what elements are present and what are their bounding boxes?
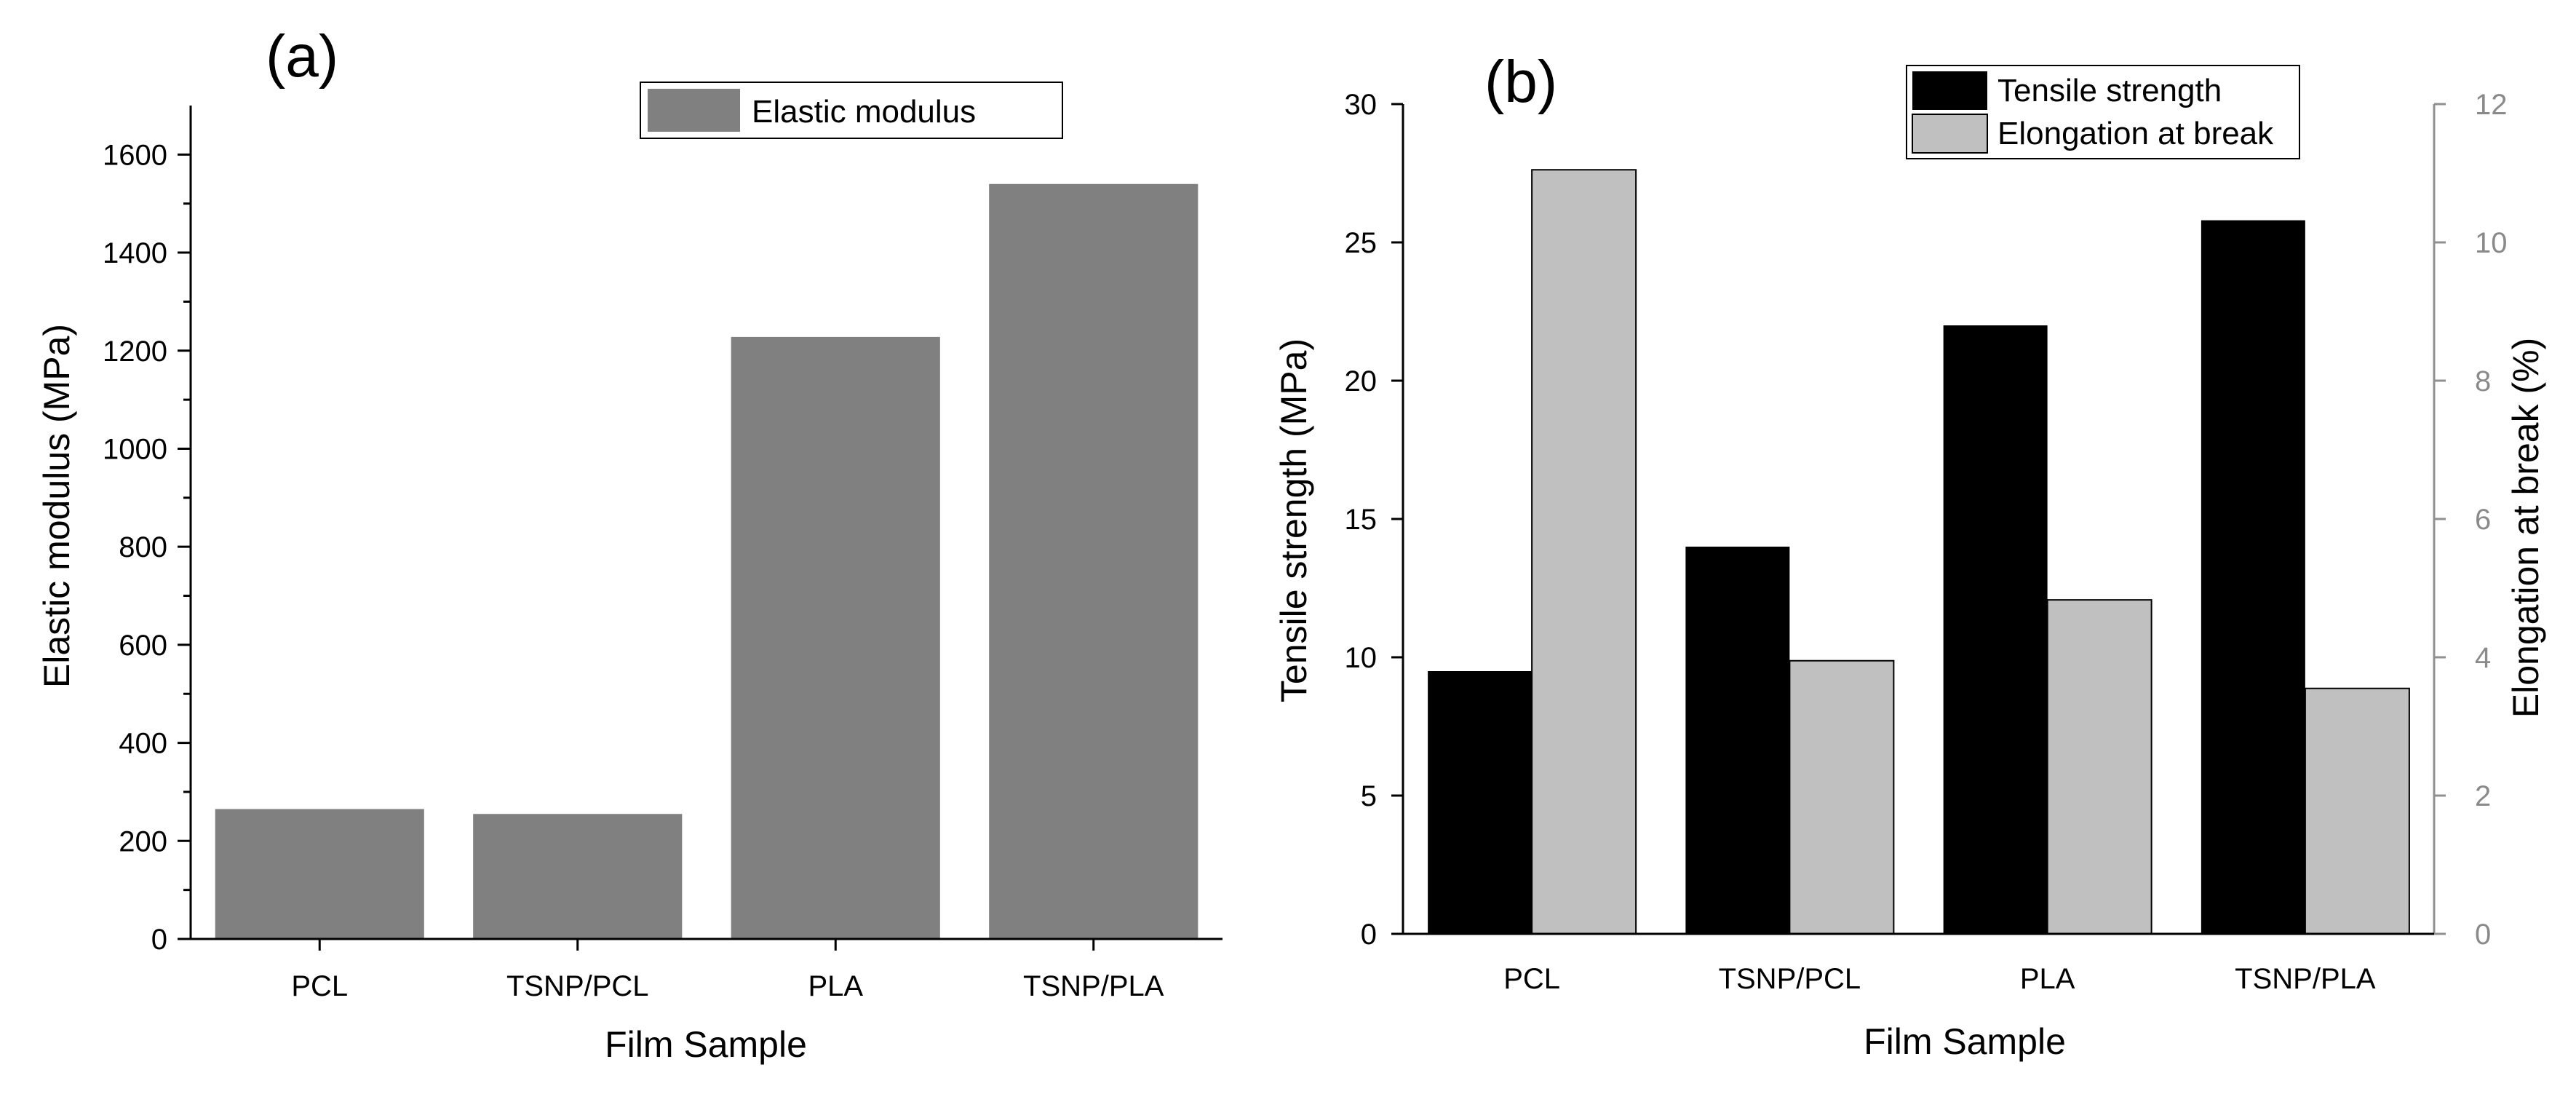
bar-elongation-tsnp-pla (2304, 687, 2410, 935)
y-tick-label: 600 (119, 630, 167, 662)
panel-a-xlabel: Film Sample (605, 1024, 807, 1065)
legend-swatch-tensile-strength (1912, 71, 1987, 110)
panel-b-y2label: Elongation at break (%) (2505, 338, 2546, 718)
y-tick-label: 200 (119, 825, 167, 857)
y-tick-label: 1600 (103, 139, 167, 171)
y-tick-label: 1000 (103, 433, 167, 465)
y2-tick-label: 12 (2475, 89, 2508, 121)
y2-tick-label: 4 (2475, 642, 2491, 674)
panel-b-ylabel: Tensile strength (MPa) (1273, 338, 1314, 702)
y-tick-label: 800 (119, 531, 167, 563)
panel-b-label: (b) (1484, 49, 1557, 115)
legend-label-elongation-at-break: Elongation at break (1997, 116, 2274, 151)
bar-pcl (215, 809, 424, 939)
y-tick-label: 5 (1361, 780, 1377, 812)
panel-a-label: (a) (266, 23, 338, 90)
x-tick-label: PLA (808, 970, 863, 1002)
bar-tensile-tsnp-pla (2201, 220, 2305, 935)
bar-elongation-pcl (1531, 169, 1637, 935)
bar-pla (731, 336, 940, 939)
legend-label-tensile-strength: Tensile strength (1997, 73, 2222, 108)
y-tick-label: 0 (151, 924, 167, 956)
y2-tick-label: 6 (2475, 504, 2491, 536)
y-tick-label: 15 (1345, 504, 1378, 536)
legend-label-elastic-modulus: Elastic modulus (752, 94, 976, 130)
panel-a: (a) PCL TSNP/PCL PLA TSNP/PLA 0 200 400 600 800 1… (36, 23, 1223, 1065)
y2-tick-label: 10 (2475, 227, 2508, 259)
x-tick-label: TSNP/PCL (506, 970, 649, 1002)
y-tick-label: 30 (1345, 89, 1378, 121)
panel-b-xlabel: Film Sample (1864, 1021, 2066, 1062)
bar-tensile-pla (1943, 325, 2048, 934)
y2-tick-label: 0 (2475, 919, 2491, 951)
y-tick-label: 25 (1345, 227, 1378, 259)
y2-tick-label: 8 (2475, 365, 2491, 397)
bar-tsnp-pcl (473, 814, 683, 939)
bar-tsnp-pla (989, 183, 1198, 940)
bar-tensile-pcl (1428, 671, 1533, 934)
legend-swatch-elastic-modulus (648, 89, 740, 132)
bar-elongation-pla (2046, 599, 2152, 935)
y-tick-label: 20 (1345, 365, 1378, 397)
x-tick-label: PCL (1503, 963, 1560, 995)
panel-a-ylabel: Elastic modulus (MPa) (36, 324, 77, 688)
y2-tick-label: 2 (2475, 780, 2491, 812)
x-tick-label: PCL (291, 970, 348, 1002)
x-tick-label: PLA (2020, 963, 2075, 995)
legend-swatch-elongation-at-break (1912, 114, 1988, 154)
x-tick-label: TSNP/PLA (2235, 963, 2376, 995)
y-tick-label: 1200 (103, 336, 167, 368)
bar-elongation-tsnp-pcl (1789, 659, 1895, 935)
panel-b: (b) PCL TSNP/PCL PLA TSNP/PLA 0 5 10 15 20 25 30 0 2… (1273, 49, 2546, 1062)
x-tick-label: TSNP/PLA (1023, 970, 1164, 1002)
y-tick-label: 0 (1361, 919, 1377, 951)
y-tick-label: 10 (1345, 642, 1378, 674)
x-tick-label: TSNP/PCL (1719, 963, 1861, 995)
y-tick-label: 1400 (103, 237, 167, 269)
bar-tensile-tsnp-pcl (1685, 547, 1790, 934)
y-tick-label: 400 (119, 728, 167, 760)
